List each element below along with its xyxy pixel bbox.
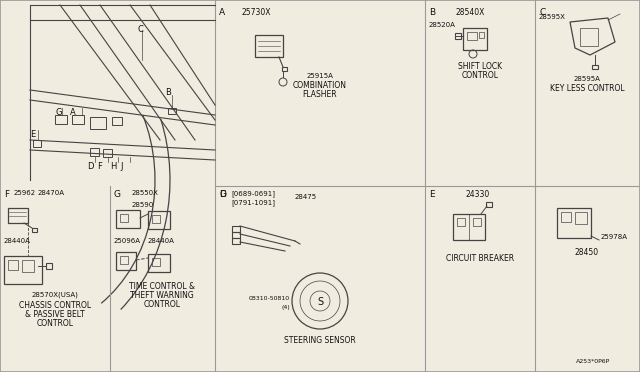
Text: A253*0P6P: A253*0P6P bbox=[576, 359, 610, 364]
Text: 28595X: 28595X bbox=[539, 14, 566, 20]
Text: 28570X(USA): 28570X(USA) bbox=[31, 292, 79, 298]
Text: A: A bbox=[70, 108, 76, 117]
Text: A: A bbox=[219, 8, 225, 17]
Bar bbox=[232, 226, 240, 232]
Text: B: B bbox=[429, 8, 435, 17]
Text: 28450: 28450 bbox=[575, 248, 599, 257]
Text: 28595A: 28595A bbox=[573, 76, 600, 82]
Text: D: D bbox=[87, 162, 93, 171]
Text: 25915A: 25915A bbox=[307, 73, 333, 79]
Text: 28470A: 28470A bbox=[38, 190, 65, 196]
Text: 28440A: 28440A bbox=[148, 238, 175, 244]
Bar bbox=[22, 260, 34, 272]
Text: 28475: 28475 bbox=[295, 194, 317, 200]
Text: & PASSIVE BELT: & PASSIVE BELT bbox=[25, 310, 85, 319]
Text: CONTROL: CONTROL bbox=[461, 71, 499, 80]
Bar bbox=[90, 117, 106, 129]
Bar bbox=[232, 232, 240, 238]
Bar bbox=[557, 208, 591, 238]
Text: THEFT WARNING: THEFT WARNING bbox=[130, 291, 194, 300]
Text: E: E bbox=[30, 130, 35, 139]
Text: G: G bbox=[114, 190, 121, 199]
Text: J: J bbox=[120, 162, 122, 171]
Bar bbox=[232, 238, 240, 244]
Bar bbox=[152, 258, 160, 266]
Bar bbox=[580, 28, 598, 46]
Text: 25962: 25962 bbox=[14, 190, 36, 196]
Bar bbox=[592, 65, 598, 69]
Bar bbox=[453, 214, 485, 240]
Text: E: E bbox=[429, 190, 435, 199]
Text: 08310-50810: 08310-50810 bbox=[249, 296, 290, 301]
Text: KEY LESS CONTROL: KEY LESS CONTROL bbox=[550, 84, 624, 93]
Bar bbox=[148, 211, 170, 229]
Bar bbox=[473, 218, 481, 226]
Text: 28590: 28590 bbox=[132, 202, 154, 208]
Bar bbox=[46, 263, 52, 269]
Text: SHIFT LOCK: SHIFT LOCK bbox=[458, 62, 502, 71]
Bar bbox=[8, 260, 18, 270]
Text: C: C bbox=[138, 25, 144, 34]
Text: 28520A: 28520A bbox=[429, 22, 456, 28]
Text: (4): (4) bbox=[281, 305, 290, 310]
Bar bbox=[116, 210, 140, 228]
Bar bbox=[4, 256, 42, 284]
Text: G: G bbox=[219, 190, 226, 199]
Bar bbox=[120, 214, 128, 222]
Text: CIRCUIT BREAKER: CIRCUIT BREAKER bbox=[446, 254, 514, 263]
Text: CONTROL: CONTROL bbox=[143, 300, 180, 309]
Bar bbox=[120, 256, 128, 264]
Bar bbox=[255, 35, 283, 57]
Bar bbox=[55, 115, 67, 124]
Bar bbox=[8, 208, 28, 223]
Text: S: S bbox=[317, 297, 323, 307]
Bar bbox=[282, 67, 287, 71]
Text: G: G bbox=[56, 108, 63, 117]
Text: CHASSIS CONTROL: CHASSIS CONTROL bbox=[19, 301, 91, 310]
Bar bbox=[463, 28, 487, 50]
Text: FLASHER: FLASHER bbox=[303, 90, 337, 99]
Bar bbox=[103, 149, 112, 157]
Text: 25978A: 25978A bbox=[601, 234, 628, 240]
Bar bbox=[457, 218, 465, 226]
Text: 25730X: 25730X bbox=[241, 8, 271, 17]
Bar bbox=[168, 108, 176, 114]
Bar bbox=[561, 212, 571, 222]
Text: H: H bbox=[110, 162, 116, 171]
Text: [0689-0691]: [0689-0691] bbox=[231, 190, 275, 197]
Text: 24330: 24330 bbox=[465, 190, 489, 199]
Text: 28440A: 28440A bbox=[4, 238, 31, 244]
Bar bbox=[32, 228, 37, 232]
Text: CONTROL: CONTROL bbox=[36, 319, 74, 328]
Bar bbox=[33, 140, 41, 147]
Text: C: C bbox=[539, 8, 545, 17]
Bar bbox=[152, 215, 160, 223]
Text: COMBINATION: COMBINATION bbox=[293, 81, 347, 90]
Text: TIME CONTROL &: TIME CONTROL & bbox=[129, 282, 195, 291]
Bar bbox=[112, 117, 122, 125]
Text: F: F bbox=[4, 190, 9, 199]
Text: 25096A: 25096A bbox=[114, 238, 141, 244]
Bar bbox=[455, 33, 461, 39]
Text: STEERING SENSOR: STEERING SENSOR bbox=[284, 336, 356, 345]
Bar bbox=[72, 115, 84, 124]
Bar bbox=[90, 148, 99, 156]
Text: [0791-1091]: [0791-1091] bbox=[231, 199, 275, 206]
Text: 28540X: 28540X bbox=[455, 8, 484, 17]
Text: F: F bbox=[97, 162, 102, 171]
Text: D: D bbox=[219, 190, 226, 199]
Bar bbox=[575, 212, 587, 224]
Bar bbox=[486, 202, 492, 207]
Bar bbox=[148, 254, 170, 272]
Bar bbox=[479, 32, 484, 38]
Text: B: B bbox=[165, 88, 171, 97]
Bar bbox=[116, 252, 136, 270]
Bar bbox=[467, 32, 477, 40]
Text: 28550X: 28550X bbox=[132, 190, 159, 196]
